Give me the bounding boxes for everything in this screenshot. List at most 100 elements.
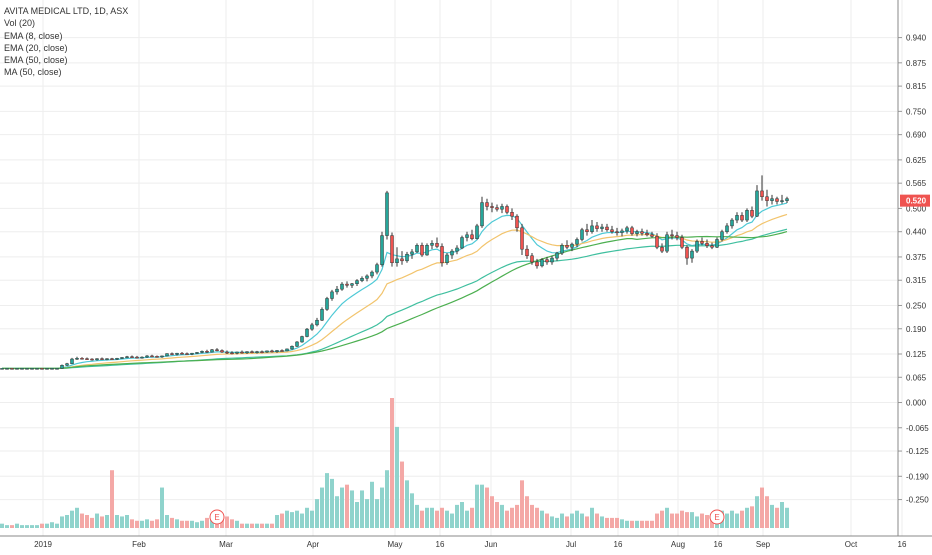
volume-bar	[390, 398, 394, 528]
candle-down	[10, 368, 14, 370]
volume-bar	[785, 507, 789, 528]
candle-up	[55, 368, 59, 370]
legend-ema8[interactable]: EMA (8, close)	[4, 30, 63, 41]
candle-down	[740, 215, 744, 221]
price-tick-label: -0.065	[906, 424, 929, 433]
candle-down	[765, 196, 769, 201]
volume-bar	[70, 510, 74, 528]
volume-bar	[15, 523, 19, 528]
candle-up	[575, 239, 579, 245]
candle-up	[625, 227, 629, 232]
volume-bar	[730, 510, 734, 528]
time-axis[interactable]: 2019 Feb Mar Apr May 16 Jun Jul 16 Aug 16 Sep Oct 16	[0, 535, 932, 549]
volume-bar	[330, 478, 334, 528]
legend-ma50[interactable]: MA (50, close)	[4, 67, 62, 78]
volume-bar	[155, 519, 159, 528]
volume-bar	[340, 487, 344, 528]
volume-bar	[565, 516, 569, 528]
volume-bar	[735, 513, 739, 528]
time-tick-label: Feb	[132, 540, 146, 549]
candle-up	[300, 336, 304, 343]
volume-bar	[695, 516, 699, 528]
volume-bar	[375, 499, 379, 528]
price-tick-label: 0.440	[906, 228, 927, 237]
earnings-marker[interactable]	[209, 509, 225, 525]
candle-up	[295, 341, 299, 347]
volume-bar	[405, 480, 409, 528]
ema-20-line	[2, 213, 788, 369]
volume-bar	[5, 525, 9, 528]
candle-up	[290, 345, 294, 350]
volume-bar	[670, 513, 674, 528]
candle-up	[210, 349, 214, 353]
price-axis[interactable]: 0.940 0.875 0.815 0.750 0.690 0.625 0.565 0.500…	[897, 0, 930, 536]
volume-bar	[175, 519, 179, 528]
volume-bar	[745, 507, 749, 528]
candle-down	[155, 356, 159, 358]
price-tick-label: 0.375	[906, 253, 927, 262]
candle-up	[5, 368, 9, 370]
volume-bar	[345, 484, 349, 528]
price-tick-label: 0.815	[906, 82, 927, 91]
candle-up	[460, 237, 464, 249]
volume-bar	[585, 516, 589, 528]
volume-bar	[365, 499, 369, 528]
volume-bar	[350, 490, 354, 528]
volume-bar	[465, 510, 469, 528]
legend-volume[interactable]: Vol (20)	[4, 18, 36, 29]
legend-title[interactable]: AVITA MEDICAL LTD, 1D, ASX	[4, 6, 129, 16]
volume-bar	[255, 523, 259, 528]
candle-down	[655, 236, 659, 248]
volume-bar	[230, 519, 234, 528]
volume-bar	[650, 520, 654, 528]
last-price-tag[interactable]	[900, 194, 930, 207]
candle-up	[115, 358, 119, 360]
volume-bar	[595, 513, 599, 528]
volume-bar	[430, 507, 434, 528]
volume-bar	[435, 510, 439, 528]
candle-down	[670, 234, 674, 237]
candle-down	[420, 245, 424, 256]
volume-bar	[370, 481, 374, 528]
volume-bar	[140, 520, 144, 528]
volume-bar	[690, 512, 694, 528]
price-tick-label: 0.065	[906, 373, 927, 382]
candle-down	[595, 225, 599, 229]
volume-bar	[620, 519, 624, 528]
candle-down	[530, 255, 534, 263]
volume-bar	[685, 512, 689, 528]
candle-up	[360, 278, 364, 281]
legend-ema50[interactable]: EMA (50, close)	[4, 55, 68, 66]
volume-bar	[240, 523, 244, 528]
candle-up	[695, 241, 699, 252]
volume-bar	[325, 473, 329, 528]
earnings-marker[interactable]	[709, 509, 725, 525]
candle-up	[725, 225, 729, 232]
candle-up	[425, 245, 429, 256]
candle-down	[170, 353, 174, 355]
candle-up	[340, 283, 344, 290]
volume-bar	[265, 523, 269, 528]
candle-up	[480, 202, 484, 227]
candle-down	[680, 237, 684, 248]
volume-bar	[580, 513, 584, 528]
volume-bar	[540, 510, 544, 528]
legend-ema20[interactable]: EMA (20, close)	[4, 42, 68, 53]
volume-bar	[490, 496, 494, 528]
volume-bar	[495, 502, 499, 528]
volume-bar	[545, 513, 549, 528]
volume-bar	[120, 516, 124, 528]
volume-bar	[680, 510, 684, 528]
volume-bar	[740, 510, 744, 528]
volume-bar	[625, 520, 629, 528]
candle-up	[590, 225, 594, 232]
volume-bar	[180, 520, 184, 528]
volume-bar	[60, 516, 64, 528]
candle-up	[325, 298, 329, 310]
candle-up	[60, 365, 64, 369]
candle-down	[250, 351, 254, 353]
price-tick-label: 0.875	[906, 59, 927, 68]
